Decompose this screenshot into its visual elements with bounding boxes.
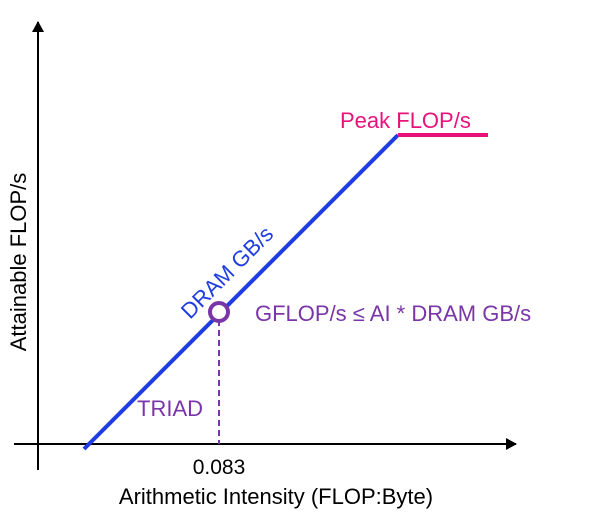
compute-roof-label: Peak FLOP/s xyxy=(340,108,471,133)
kernel-label: TRIAD xyxy=(137,396,203,421)
bandwidth-roof-line xyxy=(82,133,400,451)
x-tick-kernel-ai: 0.083 xyxy=(193,456,246,479)
kernel-point xyxy=(208,301,230,323)
y-axis-label: Attainable FLOP/s xyxy=(6,173,31,352)
x-axis-label: Arithmetic Intensity (FLOP:Byte) xyxy=(119,484,433,509)
bound-equation: GFLOP/s ≤ AI * DRAM GB/s xyxy=(255,301,531,326)
